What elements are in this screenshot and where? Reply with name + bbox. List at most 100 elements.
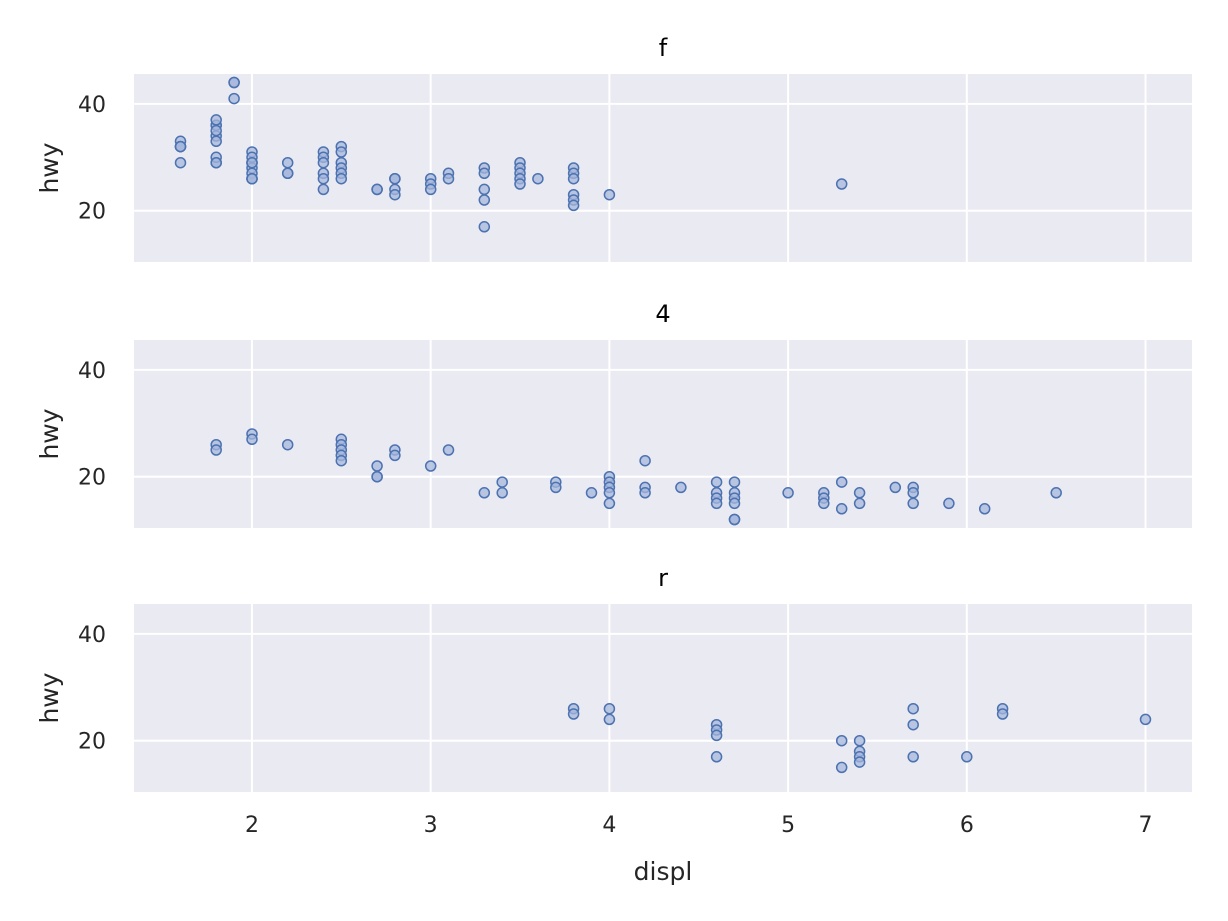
data-point [835, 761, 848, 774]
data-point [478, 487, 491, 499]
data-point [478, 183, 491, 196]
x-tick-label: 5 [781, 813, 795, 838]
data-point [818, 497, 830, 510]
y-axis-title: hwy [35, 408, 64, 459]
y-tick-label: 40 [78, 359, 106, 384]
data-point [567, 199, 580, 212]
data-point [317, 183, 330, 196]
data-point [210, 114, 222, 126]
data-point [907, 718, 919, 731]
data-point [174, 140, 187, 153]
data-point [496, 487, 508, 499]
data-point [889, 481, 902, 494]
data-point [371, 183, 383, 196]
data-point [907, 702, 919, 715]
data-point [782, 487, 794, 499]
data-point [710, 729, 723, 742]
data-point [907, 487, 919, 499]
data-point [1050, 487, 1062, 499]
data-point [317, 172, 330, 185]
data-point [389, 449, 401, 462]
y-axis-title: hwy [35, 142, 64, 193]
data-point [853, 734, 866, 747]
data-point [603, 702, 616, 715]
data-point [835, 178, 848, 190]
data-point [675, 481, 687, 494]
y-axis-title: hwy [35, 672, 64, 723]
y-tick-label: 20 [78, 200, 106, 225]
data-point [317, 156, 330, 169]
data-point [281, 156, 294, 169]
data-point [246, 172, 258, 185]
data-point [210, 135, 222, 148]
facet-background [134, 604, 1192, 792]
data-point [961, 751, 973, 763]
data-point [246, 433, 258, 446]
data-point [478, 167, 491, 180]
data-point [281, 167, 294, 180]
facet-2: 20 40 r hwy [35, 564, 1192, 792]
facet-background [134, 74, 1192, 262]
data-point [442, 444, 455, 456]
data-point [478, 194, 491, 206]
data-point [210, 156, 222, 169]
data-point [424, 460, 437, 472]
data-point [478, 221, 491, 233]
facets-layer: 20 40 f hwy 20 40 4 hwy 20 40 r hwy 2 3 4 5 6 7 [35, 34, 1192, 838]
data-point [371, 460, 383, 472]
data-point [281, 438, 294, 451]
data-point [442, 172, 455, 185]
data-point [710, 751, 723, 763]
data-point [639, 487, 651, 499]
data-point [978, 503, 991, 515]
data-point [728, 476, 741, 488]
y-tick-label: 20 [78, 466, 106, 491]
data-point [389, 172, 401, 185]
y-tick-label: 20 [78, 730, 106, 755]
data-point [246, 156, 258, 169]
data-point [567, 708, 580, 720]
data-point [728, 497, 741, 510]
data-point [943, 497, 955, 510]
data-point [1139, 713, 1152, 726]
x-tick-label: 2 [245, 813, 259, 838]
data-point [585, 487, 598, 499]
data-point [603, 487, 616, 499]
data-point [603, 713, 616, 726]
data-point [907, 497, 919, 510]
y-tick-label: 40 [78, 93, 106, 118]
x-tick-label: 4 [602, 813, 616, 838]
data-point [710, 497, 723, 510]
data-point [907, 751, 919, 763]
data-point [228, 76, 240, 89]
data-point [496, 476, 508, 488]
facet-background [134, 340, 1192, 528]
data-point [424, 183, 437, 196]
data-point [210, 124, 222, 137]
data-point [335, 146, 348, 158]
data-point [228, 92, 240, 105]
data-point [728, 513, 741, 526]
data-point [853, 756, 866, 768]
data-point [710, 476, 723, 488]
data-point [335, 454, 348, 467]
x-tick-label: 7 [1139, 813, 1153, 838]
data-point [567, 172, 580, 185]
facet-title: 4 [655, 300, 670, 328]
data-point [371, 470, 383, 483]
data-point [835, 734, 848, 747]
data-point [853, 487, 866, 499]
x-tick-label: 6 [960, 813, 974, 838]
x-tick-label: 3 [424, 813, 438, 838]
facet-title: r [658, 564, 668, 592]
data-point [996, 708, 1009, 720]
x-axis-title: displ [634, 857, 693, 886]
facet-title: f [659, 34, 668, 62]
facet-0: 20 40 f hwy [35, 34, 1192, 262]
data-point [174, 156, 187, 169]
data-point [853, 497, 866, 510]
facet-1: 20 40 4 hwy [35, 300, 1192, 528]
data-point [210, 444, 222, 456]
data-point [639, 454, 651, 467]
